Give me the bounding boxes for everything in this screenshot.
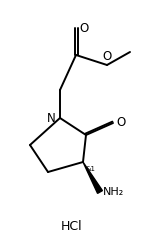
Text: NH₂: NH₂: [103, 187, 124, 197]
Text: &1: &1: [85, 166, 95, 172]
Text: N: N: [47, 112, 56, 124]
Polygon shape: [83, 162, 102, 193]
Text: O: O: [102, 50, 112, 63]
Text: O: O: [79, 22, 88, 34]
Text: O: O: [116, 117, 125, 129]
Text: HCl: HCl: [61, 219, 83, 233]
